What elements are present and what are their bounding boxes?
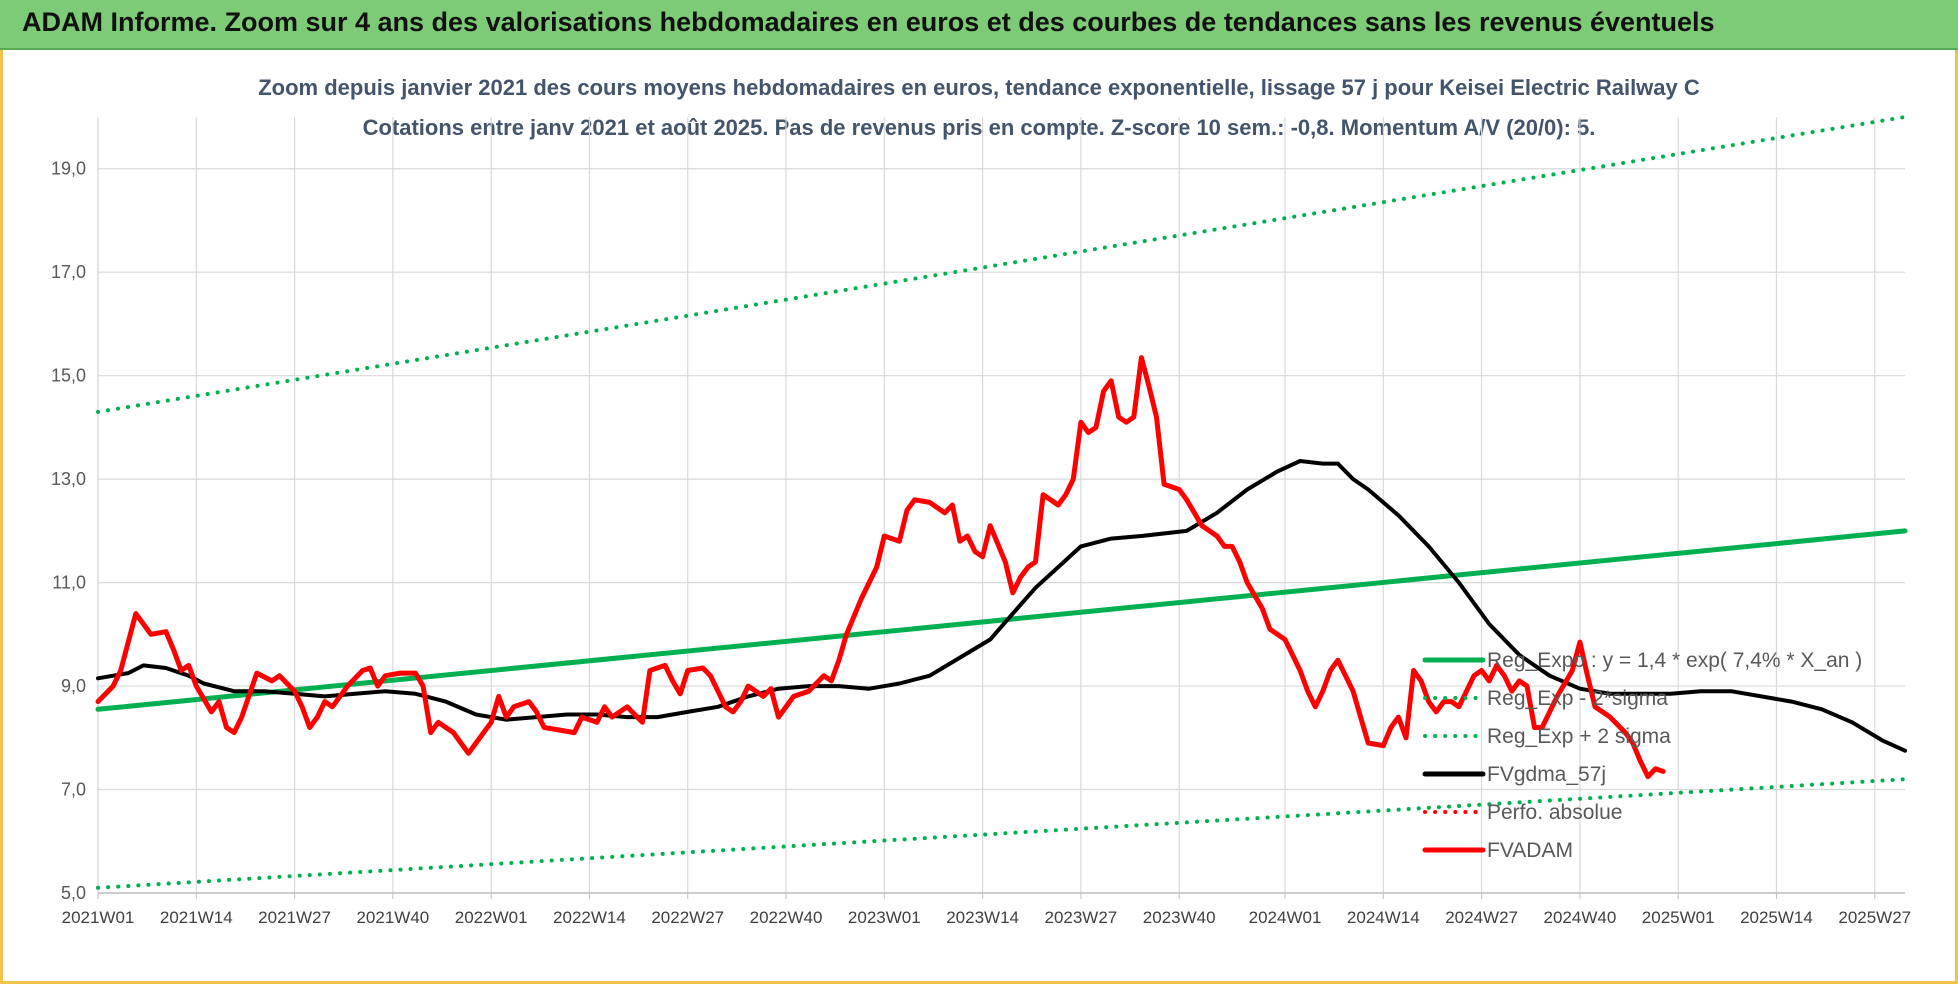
page-title: ADAM Informe. Zoom sur 4 ans des valoris… bbox=[22, 7, 1715, 37]
series-line-reg-exp-2-sigma bbox=[96, 777, 1907, 890]
x-tick-label: 2025W14 bbox=[1740, 908, 1813, 927]
x-tick-label: 2021W14 bbox=[160, 908, 233, 927]
x-tick-label: 2023W01 bbox=[848, 908, 921, 927]
y-tick-label: 13,0 bbox=[51, 469, 86, 489]
line-chart: Zoom depuis janvier 2021 des cours moyen… bbox=[51, 75, 1911, 927]
y-tick-label: 7,0 bbox=[61, 780, 86, 800]
chart-title-line2: Cotations entre janv 2021 et août 2025. … bbox=[363, 115, 1596, 140]
legend-label: FVgdma_57j bbox=[1487, 763, 1606, 786]
x-tick-label: 2025W27 bbox=[1838, 908, 1911, 927]
chart-legend: Reg_Expo : y = 1,4 * exp( 7,4% * X_an ) R… bbox=[1422, 649, 1862, 862]
legend-label: Reg_Exp + 2 sigma bbox=[1487, 725, 1671, 748]
header-bar: ADAM Informe. Zoom sur 4 ans des valoris… bbox=[0, 0, 1958, 50]
x-tick-label: 2022W27 bbox=[651, 908, 724, 927]
series-line-reg-expo-y-1-4-exp-7-4-x-an bbox=[95, 528, 1908, 712]
y-tick-label: 17,0 bbox=[51, 262, 86, 282]
legend-label: FVADAM bbox=[1487, 839, 1573, 862]
x-tick-label: 2023W40 bbox=[1143, 908, 1216, 927]
x-tick-label: 2024W27 bbox=[1445, 908, 1518, 927]
series-line-reg-exp-2-sigma bbox=[96, 115, 1907, 414]
x-tick-label: 2023W14 bbox=[946, 908, 1019, 927]
frame-left-border bbox=[0, 50, 3, 984]
x-tick-label: 2025W01 bbox=[1642, 908, 1715, 927]
chart-grid bbox=[97, 117, 1905, 894]
x-tick-label: 2024W40 bbox=[1544, 908, 1617, 927]
x-tick-label: 2021W01 bbox=[62, 908, 135, 927]
y-tick-label: 15,0 bbox=[51, 366, 86, 386]
y-tick-label: 5,0 bbox=[61, 883, 86, 903]
chart-axes: 5,0 7,0 9,0 11,0 13,0 15,0 17,0 19,0 2021W01 2021… bbox=[51, 117, 1911, 927]
y-tick-label: 11,0 bbox=[52, 573, 86, 593]
x-tick-label: 2024W14 bbox=[1347, 908, 1420, 927]
frame-bottom-border bbox=[0, 981, 1958, 984]
y-tick-label: 9,0 bbox=[61, 676, 86, 696]
x-tick-label: 2021W27 bbox=[258, 908, 331, 927]
x-tick-label: 2021W40 bbox=[356, 908, 429, 927]
x-tick-label: 2022W14 bbox=[553, 908, 626, 927]
x-tick-label: 2022W40 bbox=[750, 908, 823, 927]
frame-right-border bbox=[1955, 50, 1958, 984]
legend-label: Reg_Expo : y = 1,4 * exp( 7,4% * X_an ) bbox=[1487, 649, 1862, 672]
legend-label: Perfo. absolue bbox=[1487, 801, 1622, 824]
chart-title-line1: Zoom depuis janvier 2021 des cours moyen… bbox=[258, 75, 1700, 100]
legend-label: Reg_Exp - 2*sigma bbox=[1487, 687, 1668, 710]
chart-series bbox=[95, 115, 1908, 890]
y-tick-label: 19,0 bbox=[51, 159, 86, 179]
x-tick-label: 2022W01 bbox=[455, 908, 528, 927]
x-tick-label: 2024W01 bbox=[1249, 908, 1322, 927]
x-tick-label: 2023W27 bbox=[1044, 908, 1117, 927]
series-line-fvadam bbox=[95, 355, 1666, 780]
